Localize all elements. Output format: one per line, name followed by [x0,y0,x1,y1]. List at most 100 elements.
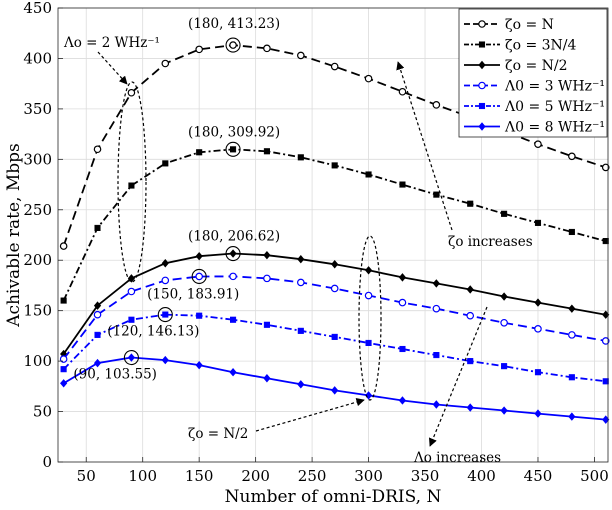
data-point [432,304,441,313]
data-point [60,379,68,388]
data-point [602,310,610,319]
peak-markers: (180, 413.23) (180, 309.92) (180, 206.62) (… [73,16,280,382]
y-tick-label: 50 [33,403,52,421]
data-point [195,251,203,261]
legend: ζo = N ζo = 3N/4 ζo = N/2 Λ0 = 3 WHz⁻¹ Λ0 = … [458,8,608,138]
ellipse-lambda2 [117,81,147,283]
data-point [433,191,440,198]
data-point [331,162,338,169]
data-point [297,327,304,334]
data-point [602,238,609,245]
data-point [127,88,136,97]
data-point [466,403,474,412]
data-point [161,259,169,268]
data-point [161,59,170,68]
annotation-lambda-increases: Λo increases [413,450,501,466]
data-point [59,355,68,363]
annotations: Λo = 2 WHz⁻¹ ζo increases ζo = N/2 Λo in… [63,35,533,466]
y-tick-label: 200 [23,251,52,269]
data-point [365,171,372,178]
x-tick-label: 450 [524,467,553,485]
data-point [263,274,271,283]
y-tick-label: 450 [23,0,52,17]
data-point [365,339,372,347]
data-point [195,360,203,370]
data-point [568,412,576,421]
data-point [93,310,102,319]
x-tick-label: 250 [298,467,327,485]
legend-marker [478,122,486,131]
data-point [230,316,237,323]
peak-label: (180, 206.62) [188,229,280,245]
data-point [534,140,542,149]
data-point [399,345,406,353]
data-point [161,276,170,285]
data-point [534,369,542,376]
peak-circle [225,37,241,53]
data-point [398,396,407,405]
legend-label: Λ0 = 5 WHz⁻¹ [504,99,605,115]
data-point [195,272,203,281]
data-point [433,352,440,359]
legend-item: ζo = N/2 [464,58,568,74]
data-point [230,146,237,153]
x-tick-label: 200 [241,467,270,485]
data-point [466,285,474,294]
data-point [297,380,305,389]
data-point [331,260,339,269]
arrow-lambda-increases [428,306,488,447]
legend-marker [478,20,486,28]
legend-label: ζo = 3N/4 [505,38,577,54]
x-tick-label: 400 [467,467,496,485]
x-tick-label: 50 [77,467,96,485]
y-tick-label: 150 [23,302,52,320]
data-point [93,145,102,154]
data-point [263,250,271,260]
peak-circle [123,349,139,366]
data-point [127,287,136,296]
data-point [364,74,373,83]
legend-box [458,8,608,138]
data-point [501,363,508,370]
data-point [297,278,305,287]
peak-label: (150, 183.91) [147,286,239,302]
data-point [229,41,237,49]
legend-marker [478,41,486,48]
data-point [229,368,237,377]
data-point [229,249,237,258]
legend-marker [478,81,486,90]
x-tick-label: 300 [354,467,383,485]
data-point [568,374,575,381]
data-point [59,242,68,250]
data-point [398,298,407,307]
plot-frame [57,7,609,463]
x-axis-label: Number of omni-DRIS, N [225,487,442,507]
data-point [331,333,338,340]
annotation-zeta-increases: ζo increases [448,234,533,250]
data-point [60,366,67,373]
data-point [399,181,406,188]
peak-circle [157,307,173,323]
data-point [127,353,136,362]
legend-item: ζo = N [464,17,554,33]
data-point [501,210,508,217]
data-point [229,272,237,281]
data-point [602,415,610,424]
arrow-zeta-half [255,398,365,432]
data-point [297,51,305,60]
series-6 [60,353,610,424]
data-point [500,318,508,327]
data-point [161,355,169,365]
legend-label: Λ0 = 3 WHz⁻¹ [504,79,605,95]
legend-label: ζo = N [505,17,554,33]
data-point [534,325,542,333]
data-point [466,311,475,320]
data-point [432,279,440,288]
y-tick-label: 400 [23,49,52,67]
legend-label: ζo = N/2 [505,58,568,74]
data-point [263,44,271,53]
x-tick-label: 100 [128,467,157,485]
series-lines [59,41,610,424]
y-axis-label: Achivable rate, Mbps [4,143,24,328]
series-line [62,275,606,360]
